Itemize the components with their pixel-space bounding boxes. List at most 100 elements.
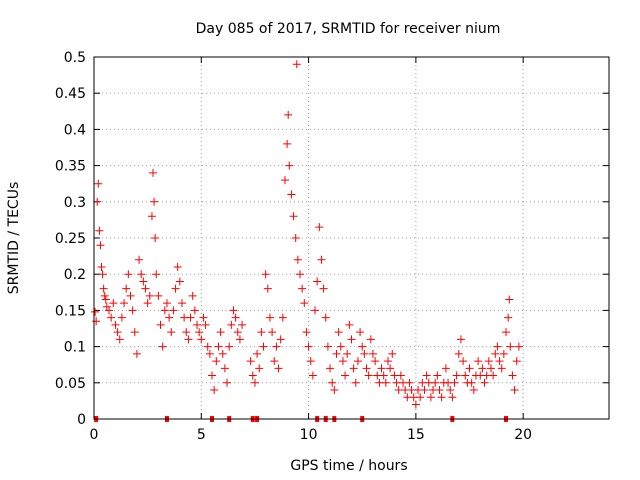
data-point <box>461 371 470 380</box>
data-point <box>362 364 371 373</box>
data-point <box>478 364 487 373</box>
data-point <box>308 371 317 380</box>
data-point <box>353 357 362 366</box>
data-point <box>233 328 242 337</box>
y-tick-label: 0.05 <box>55 376 86 392</box>
data-point <box>450 378 459 387</box>
data-point <box>126 291 135 300</box>
data-point <box>169 306 178 315</box>
data-point <box>216 328 225 337</box>
y-tick-label: 0.35 <box>55 159 86 175</box>
data-point <box>330 386 339 395</box>
axis-ticks <box>93 56 609 420</box>
data-point <box>128 306 137 315</box>
data-point <box>220 364 229 373</box>
data-point <box>300 299 309 308</box>
data-point <box>497 364 506 373</box>
data-point <box>465 364 474 373</box>
data-point <box>95 226 104 235</box>
data-point <box>248 371 257 380</box>
data-point <box>102 302 111 311</box>
data-point <box>238 320 247 329</box>
data-point <box>345 320 354 329</box>
data-point <box>276 335 285 344</box>
data-point <box>173 262 182 271</box>
data-point <box>454 349 463 358</box>
data-point <box>190 306 199 315</box>
data-point <box>130 328 139 337</box>
data-point <box>291 234 300 242</box>
data-point <box>283 139 292 148</box>
data-point <box>304 342 313 351</box>
data-point <box>341 371 350 380</box>
data-point <box>495 357 504 366</box>
data-point <box>137 270 146 279</box>
data-point <box>265 313 274 322</box>
data-point <box>474 357 483 366</box>
data-point <box>512 357 521 366</box>
data-point <box>278 313 287 322</box>
data-point <box>201 320 210 329</box>
data-point <box>149 168 158 177</box>
data-point <box>158 342 167 351</box>
y-tick-label: 0.4 <box>64 122 86 138</box>
data-point <box>205 349 214 358</box>
data-point <box>218 349 227 358</box>
data-point <box>188 291 197 300</box>
data-point <box>298 284 307 293</box>
data-point <box>317 255 326 264</box>
data-point <box>289 212 298 221</box>
data-point <box>296 270 304 279</box>
data-point <box>326 364 335 373</box>
y-axis-label: SRMTID / TECUs <box>6 182 22 295</box>
data-point <box>441 364 450 373</box>
data-point <box>94 179 103 188</box>
data-point <box>452 371 461 380</box>
data-point <box>195 328 204 337</box>
y-tick-label: 0 <box>77 412 86 428</box>
data-point <box>274 364 283 373</box>
data-point <box>193 320 201 329</box>
data-point <box>171 284 180 293</box>
data-point <box>151 234 160 242</box>
data-point <box>349 364 358 373</box>
data-point <box>388 349 397 358</box>
data-point <box>154 291 163 300</box>
data-point <box>96 241 105 250</box>
data-points <box>91 60 523 422</box>
data-point <box>334 328 343 337</box>
data-point <box>235 335 244 344</box>
data-point <box>250 378 259 387</box>
data-point <box>364 371 373 380</box>
data-point <box>338 357 347 366</box>
data-point <box>379 371 388 380</box>
data-point <box>113 328 122 337</box>
y-tick-label: 0.15 <box>55 303 86 319</box>
data-point <box>199 313 208 322</box>
data-point <box>109 299 118 308</box>
data-point <box>437 393 446 402</box>
data-point <box>499 349 508 358</box>
y-tick-label: 0.1 <box>64 340 86 356</box>
data-point <box>368 349 377 358</box>
data-point <box>145 291 154 300</box>
data-point <box>160 306 169 315</box>
data-point <box>456 335 465 344</box>
data-point <box>150 197 159 206</box>
x-axis-label: GPS time / hours <box>290 458 407 474</box>
data-point <box>147 212 156 221</box>
data-point <box>315 223 324 232</box>
grid-lines <box>94 57 609 419</box>
data-point <box>92 317 101 326</box>
data-point <box>162 299 171 308</box>
data-point <box>229 306 238 315</box>
data-point <box>111 320 120 329</box>
data-point <box>293 255 302 264</box>
data-point <box>167 328 176 337</box>
data-point <box>231 313 240 322</box>
y-tick-label: 0.45 <box>55 86 86 102</box>
data-point <box>143 299 152 308</box>
data-point <box>446 386 455 395</box>
y-tick-label: 0.5 <box>64 50 86 66</box>
data-point <box>377 364 386 373</box>
